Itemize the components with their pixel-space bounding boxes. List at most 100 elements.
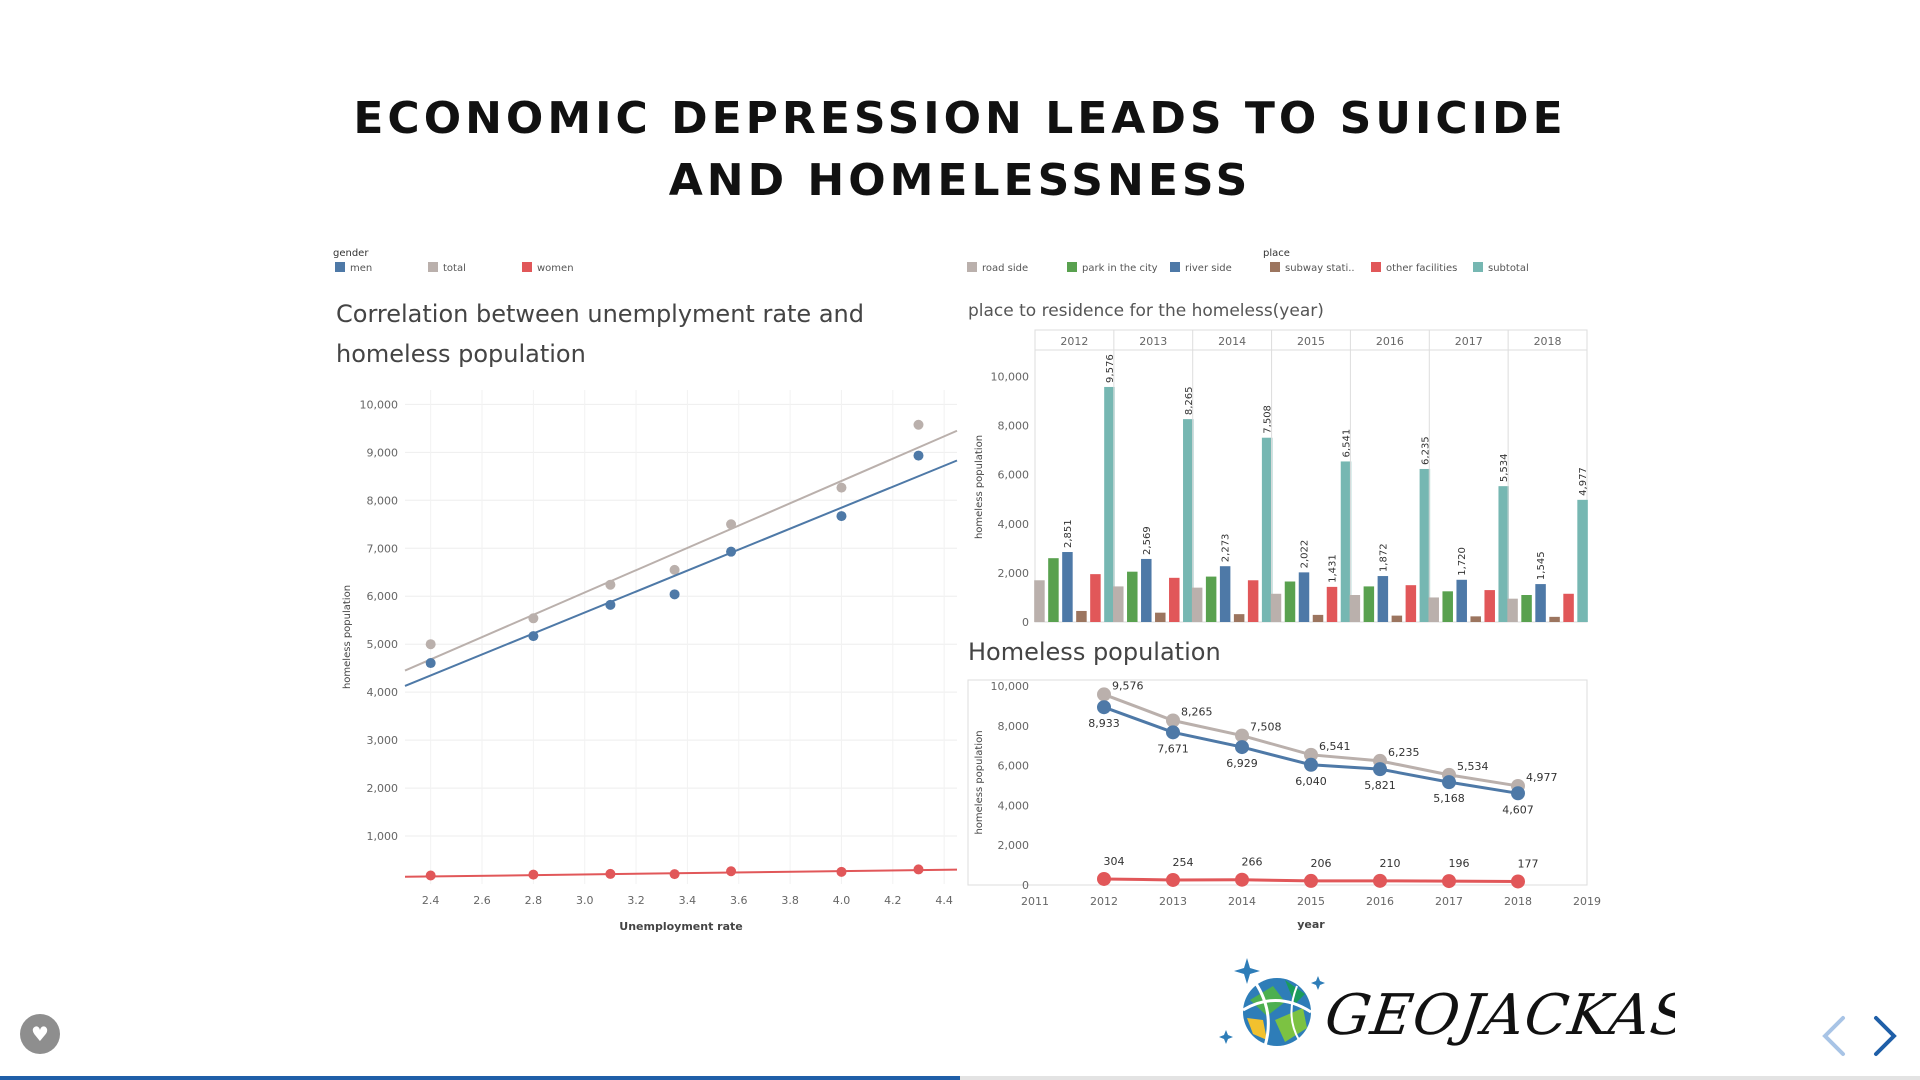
data-label: 8,265: [1181, 706, 1213, 719]
bar: [1521, 595, 1532, 622]
data-label: 6,040: [1295, 775, 1327, 788]
x-tick-label: 3.6: [730, 894, 748, 907]
bar: [1090, 574, 1101, 622]
category-label: 2015: [1297, 335, 1325, 348]
y-tick-label: 2,000: [998, 839, 1030, 852]
legend-label: road side: [982, 263, 1028, 274]
y-tick-label: 8,000: [998, 420, 1030, 433]
line-point: [1304, 757, 1318, 772]
scatter-point: [528, 613, 539, 624]
trend-line: [404, 459, 958, 687]
bar-value-label: 1,872: [1378, 543, 1389, 572]
bar: [1155, 612, 1166, 622]
bar: [1219, 566, 1231, 622]
data-label: 5,534: [1457, 760, 1489, 773]
bar: [1349, 595, 1361, 622]
legend-swatch: [522, 262, 532, 272]
bar: [1498, 486, 1509, 622]
bar-value-label: 1,720: [1457, 547, 1468, 576]
bar: [1104, 386, 1115, 622]
bar: [1127, 571, 1138, 622]
line-point: [1166, 725, 1180, 740]
scatter-point: [425, 870, 436, 881]
bar-value-label: 2,273: [1221, 534, 1232, 563]
scatter-point: [836, 482, 847, 493]
line-point: [1235, 740, 1249, 755]
y-tick-label: 9,000: [367, 446, 399, 459]
bar: [1048, 558, 1059, 622]
data-label: 196: [1449, 857, 1470, 870]
bar: [1183, 419, 1194, 622]
globe-icon: [1242, 978, 1312, 1047]
chart-title: Homeless population: [968, 638, 1221, 666]
x-tick-label: 2011: [1021, 895, 1049, 908]
next-slide-button[interactable]: [1866, 1010, 1906, 1062]
scatter-point: [913, 450, 924, 461]
x-tick-label: 4.0: [833, 894, 851, 907]
bar: [1034, 580, 1045, 622]
scatter-point: [605, 599, 616, 610]
bar-value-label: 7,508: [1263, 405, 1274, 434]
bar: [1577, 499, 1588, 622]
category-label: 2014: [1218, 335, 1246, 348]
legend-swatch: [967, 262, 977, 272]
plot-frame: [1034, 329, 1588, 623]
line-point: [1442, 775, 1456, 790]
line-point: [1166, 713, 1180, 728]
bar-value-label: 5,534: [1499, 454, 1510, 483]
x-tick-label: 2015: [1297, 895, 1325, 908]
data-label: 6,929: [1226, 757, 1258, 770]
bar-value-label: 9,576: [1105, 354, 1116, 383]
bar: [1113, 586, 1124, 622]
bar: [1169, 577, 1180, 622]
x-tick-label: 4.4: [935, 894, 953, 907]
bar-value-label: 2,569: [1142, 526, 1153, 555]
data-label: 206: [1311, 857, 1332, 870]
legend-swatch: [1170, 262, 1180, 272]
data-label: 210: [1380, 857, 1401, 870]
line-point: [1097, 687, 1111, 702]
x-tick-label: 3.2: [627, 894, 645, 907]
x-tick-label: 2.6: [473, 894, 491, 907]
x-tick-label: 2012: [1090, 895, 1118, 908]
bar: [1247, 580, 1259, 622]
bar: [1549, 616, 1560, 622]
prev-slide-button[interactable]: [1813, 1010, 1853, 1062]
data-label: 4,977: [1526, 771, 1558, 784]
x-axis-label: Unemployment rate: [619, 920, 742, 933]
scatter-point: [669, 589, 680, 600]
chart-title: homeless population: [336, 340, 586, 368]
x-tick-label: 3.4: [679, 894, 697, 907]
chart-title: Correlation between unemplyment rate and: [336, 300, 864, 328]
line-point: [1235, 872, 1249, 887]
x-tick-label: 2017: [1435, 895, 1463, 908]
y-tick-label: 6,000: [367, 590, 399, 603]
line-point: [1304, 747, 1318, 762]
sparkle-icon: [1219, 958, 1325, 1044]
bar-value-label: 6,541: [1342, 429, 1353, 458]
y-tick-label: 0: [1022, 879, 1029, 892]
scatter-point: [913, 864, 924, 875]
x-tick-label: 2018: [1504, 895, 1532, 908]
scatter-point: [425, 639, 436, 650]
bar-value-label: 1,545: [1536, 551, 1547, 580]
category-label: 2012: [1060, 335, 1088, 348]
brand-logo: GEOJACKASS: [1215, 950, 1733, 1060]
y-tick-label: 4,000: [998, 799, 1030, 812]
chevron-right-icon: [1874, 1016, 1897, 1056]
scatter-point: [425, 658, 436, 669]
bar: [1428, 597, 1439, 622]
scatter-point: [836, 866, 847, 877]
line-point: [1373, 762, 1387, 777]
bar: [1563, 593, 1574, 622]
data-label: 254: [1173, 856, 1194, 869]
bar: [1062, 552, 1073, 622]
brand-name: GEOJACKASS: [1321, 983, 1675, 1048]
data-label: 4,607: [1502, 803, 1534, 816]
category-label: 2016: [1376, 335, 1404, 348]
like-button[interactable]: ♥: [20, 1014, 60, 1054]
y-tick-label: 10,000: [991, 371, 1030, 384]
y-tick-label: 8,000: [998, 720, 1030, 733]
legend-swatch: [1473, 262, 1483, 272]
scatter-point: [528, 631, 539, 642]
